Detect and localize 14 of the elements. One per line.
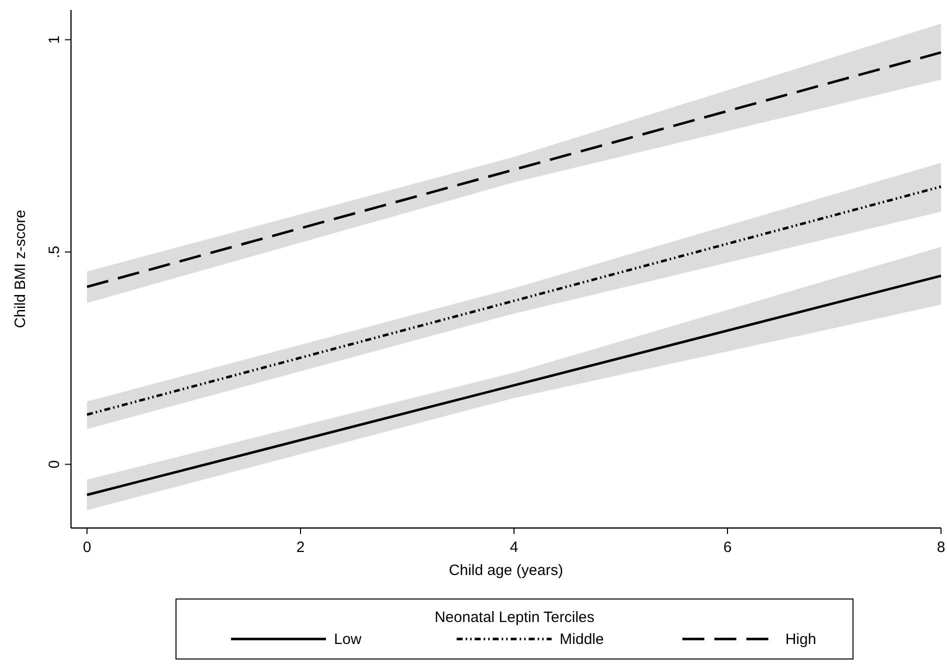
x-axis-title: Child age (years) — [448, 562, 564, 579]
legend-label: Middle — [560, 631, 604, 648]
legend-label: Low — [334, 631, 362, 648]
y-tick-label: .5 — [46, 246, 63, 258]
legend-title: Neonatal Leptin Terciles — [434, 609, 594, 626]
y-axis-title: Child BMI z-score — [12, 210, 29, 328]
x-tick-label: 4 — [510, 539, 518, 556]
x-tick-label: 0 — [82, 539, 92, 556]
y-tick-label: 1 — [46, 36, 63, 44]
y-tick-label: 0 — [46, 460, 63, 468]
x-tick-label: 6 — [723, 539, 732, 556]
x-tick-label: 2 — [296, 539, 305, 556]
legend-label: High — [785, 631, 816, 648]
x-tick-label: 8 — [936, 539, 946, 556]
